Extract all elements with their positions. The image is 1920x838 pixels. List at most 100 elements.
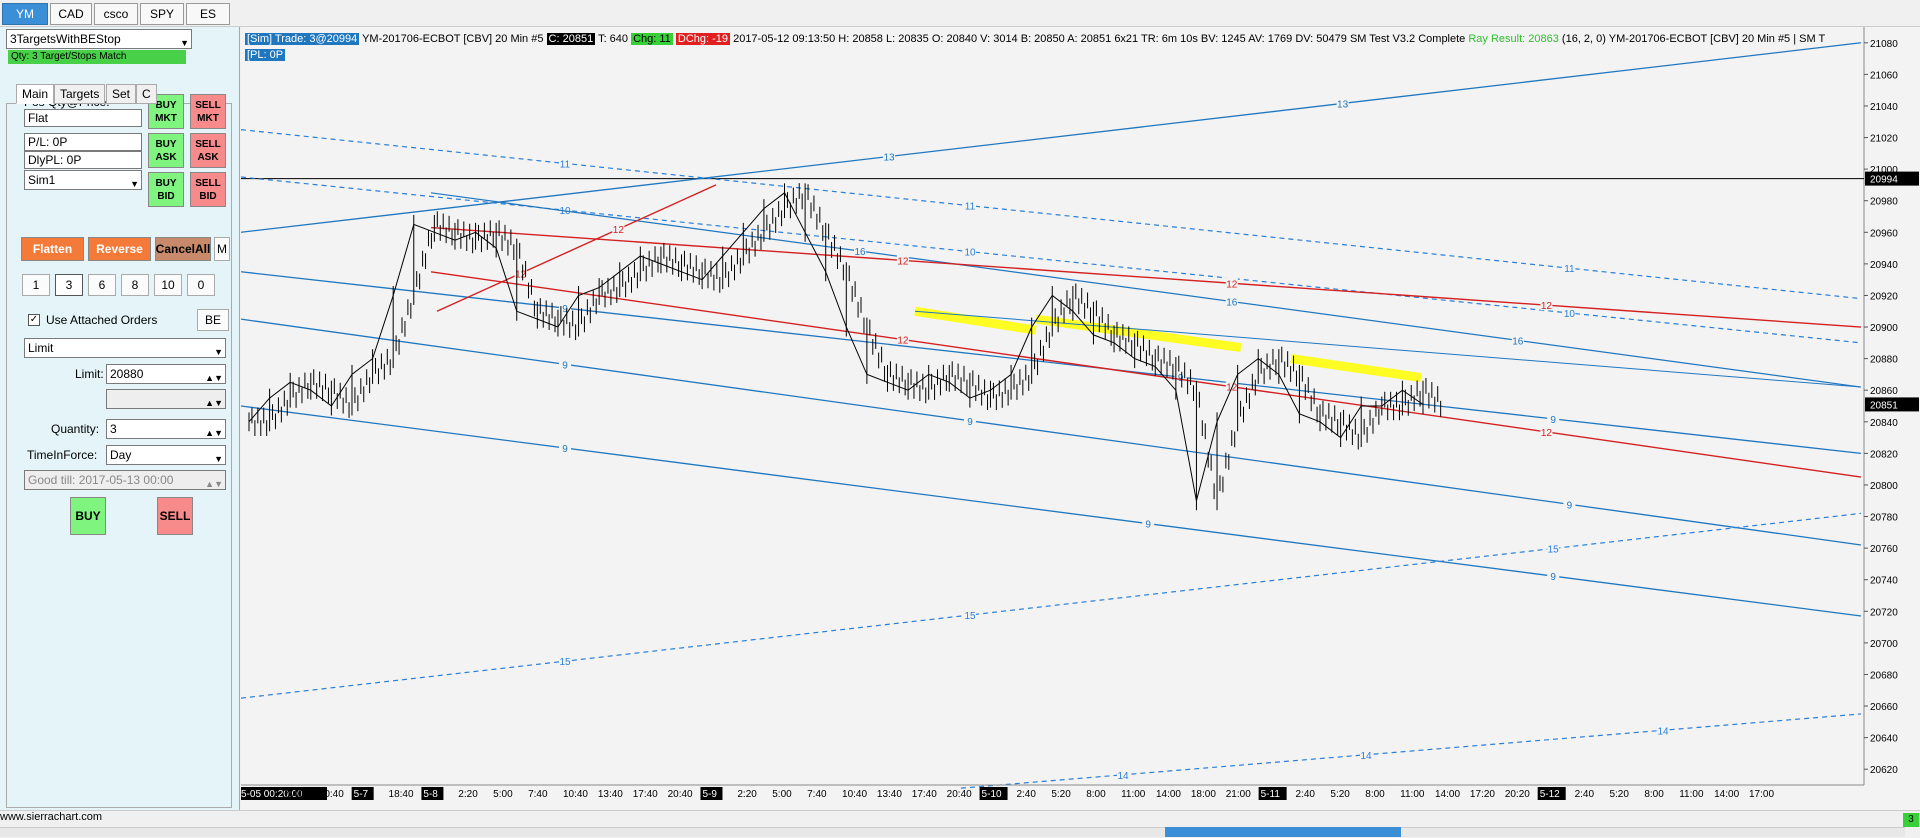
time-tick: 5-11 [1258,787,1287,800]
bottom-bar: www.sierrachart.com 3 [0,810,1920,838]
qty-preset-1[interactable]: 1 [22,274,50,296]
tif-value: Day [110,448,132,462]
ray-label: 9 [1550,572,1556,583]
price-tick-label: 20780 [1870,513,1898,524]
spinner-icon: ▲▼ [205,479,223,489]
time-tick-label: 5-9 [702,789,717,800]
time-tick: 5:20 [1330,789,1350,800]
qty-preset-8[interactable]: 8 [121,274,149,296]
buy-button[interactable]: BUY [70,497,106,535]
subtab-main[interactable]: Main [16,84,55,104]
account-value: Sim1 [28,173,56,187]
subtab-c[interactable]: C [136,84,157,104]
time-tick-label: 20:40 [947,789,972,800]
pl-field: P/L: 0P [24,133,142,151]
symbol-tab-ym[interactable]: YM [2,3,48,25]
price-tick-label: 20800 [1870,481,1898,492]
ray-label: 12 [897,256,909,267]
cancel-all-button[interactable]: CancelAll [155,237,211,261]
sell-button[interactable]: SELL [157,497,193,535]
buy-bid-button[interactable]: BUY BID [148,172,184,207]
reverse-button[interactable]: Reverse [88,237,151,261]
ray-label-bg [1547,542,1560,554]
symbol-tab-es[interactable]: ES [186,3,230,25]
buy-market-label-2: MKT [155,112,177,124]
time-tick-label: 17:20 [1470,789,1495,800]
time-tick-label: 8:00 [1086,789,1106,800]
use-attached-label: Use Attached Orders [46,313,158,327]
ray-label-bg [1563,306,1576,318]
ray-label-bg [1225,295,1238,307]
price-tick-label: 20820 [1870,449,1898,460]
strategy-select[interactable]: 3TargetsWithBEStop ▼ [6,29,192,49]
corner-indicator: 3 [1903,813,1919,827]
price-tick-label: 20620 [1870,765,1898,776]
price-tick-label: 20640 [1870,734,1898,745]
chart-canvas[interactable]: 21080 21060 21040 21020 21000 20980 20960 20940… [239,27,1920,810]
ray-line [240,271,1862,455]
price-tick-label: 20680 [1870,670,1898,681]
time-tick-label: 5:20 [1330,789,1350,800]
time-tick: 5-05 00:20:00 [239,787,327,800]
good-till-input[interactable]: Good till: 2017-05-13 00:00 ▲▼ [24,470,226,490]
ray-11: 11 11 11 [240,129,1862,300]
ray-label-bg [559,358,571,370]
ray-label-bg [559,302,571,314]
quantity-label: Quantity: [51,422,100,436]
tif-select[interactable]: Day ▼ [106,445,226,465]
time-tick-bg [351,787,374,800]
sell-ask-button[interactable]: SELL ASK [190,133,226,168]
dchg-label: DChg: -19 [675,33,731,45]
ray-label-bg [559,655,571,667]
time-tick-label: 5-05 00:20:00 [241,789,303,800]
sell-bid-label-2: BID [199,190,217,202]
price-chart[interactable]: 21080 21060 21040 21020 21000 20980 20960 20940… [239,27,1920,810]
flatten-button[interactable]: Flatten [21,237,84,261]
be-button[interactable]: BE [197,309,229,331]
sell-market-button[interactable]: SELL MKT [190,94,226,129]
order-type-select[interactable]: Limit ▼ [24,338,226,358]
qty-preset-6[interactable]: 6 [88,274,116,296]
ray-line [240,405,1862,617]
subtab-targets[interactable]: Targets [54,84,106,104]
ray-label-bg [1547,570,1560,582]
time-tick-bg [239,787,327,800]
ray-label: 12 [897,336,909,347]
ray-result-label: Ray Result: 20863 [1468,33,1559,45]
quantity-input[interactable]: 3 ▲▼ [106,419,226,439]
symbol-tab-csco[interactable]: csco [94,3,138,25]
subtab-set[interactable]: Set [106,84,137,104]
m-button[interactable]: M [214,237,230,261]
price-tick-label: 20740 [1870,576,1898,587]
ray-label: 9 [1145,520,1151,531]
time-tick: 17:00 [1749,789,1774,800]
ray-label: 10 [964,248,976,259]
chevron-down-icon: ▼ [214,347,223,357]
use-attached-checkbox[interactable]: ✓ [28,314,40,326]
time-tick-label: 10:40 [319,789,344,800]
secondary-price-input[interactable]: ▲▼ [106,389,226,409]
price-tick-label: 21020 [1870,134,1898,145]
buy-ask-button[interactable]: BUY ASK [148,133,184,168]
horizontal-scrollbar[interactable] [0,827,1905,837]
time-tick-label: 20:20 [1505,789,1530,800]
account-select[interactable]: Sim1 ▼ [24,170,142,190]
time-tick: 2:40 [1016,789,1036,800]
time-tick-label: 5-11 [1261,789,1281,800]
qty-preset-10[interactable]: 10 [154,274,182,296]
time-tick: 2:40 [1575,789,1595,800]
qty-preset-0[interactable]: 0 [187,274,215,296]
time-tick-label: 5-7 [354,789,369,800]
time-tick-bg [1537,787,1566,800]
symbol-tab-cad[interactable]: CAD [50,3,92,25]
symbol-tab-spy[interactable]: SPY [140,3,184,25]
limit-price-input[interactable]: 20880 ▲▼ [106,364,226,384]
scrollbar-thumb[interactable] [1165,827,1401,837]
sell-bid-button[interactable]: SELL BID [190,172,226,207]
time-tick-label: 17:40 [912,789,937,800]
qty-preset-3[interactable]: 3 [55,274,83,296]
time-tick: 13:40 [877,789,902,800]
ray-label-bg [1547,412,1560,424]
ray-label-bg [514,267,527,279]
qty-status-bar: Qty: 3 Target/Stops Match [8,50,186,64]
